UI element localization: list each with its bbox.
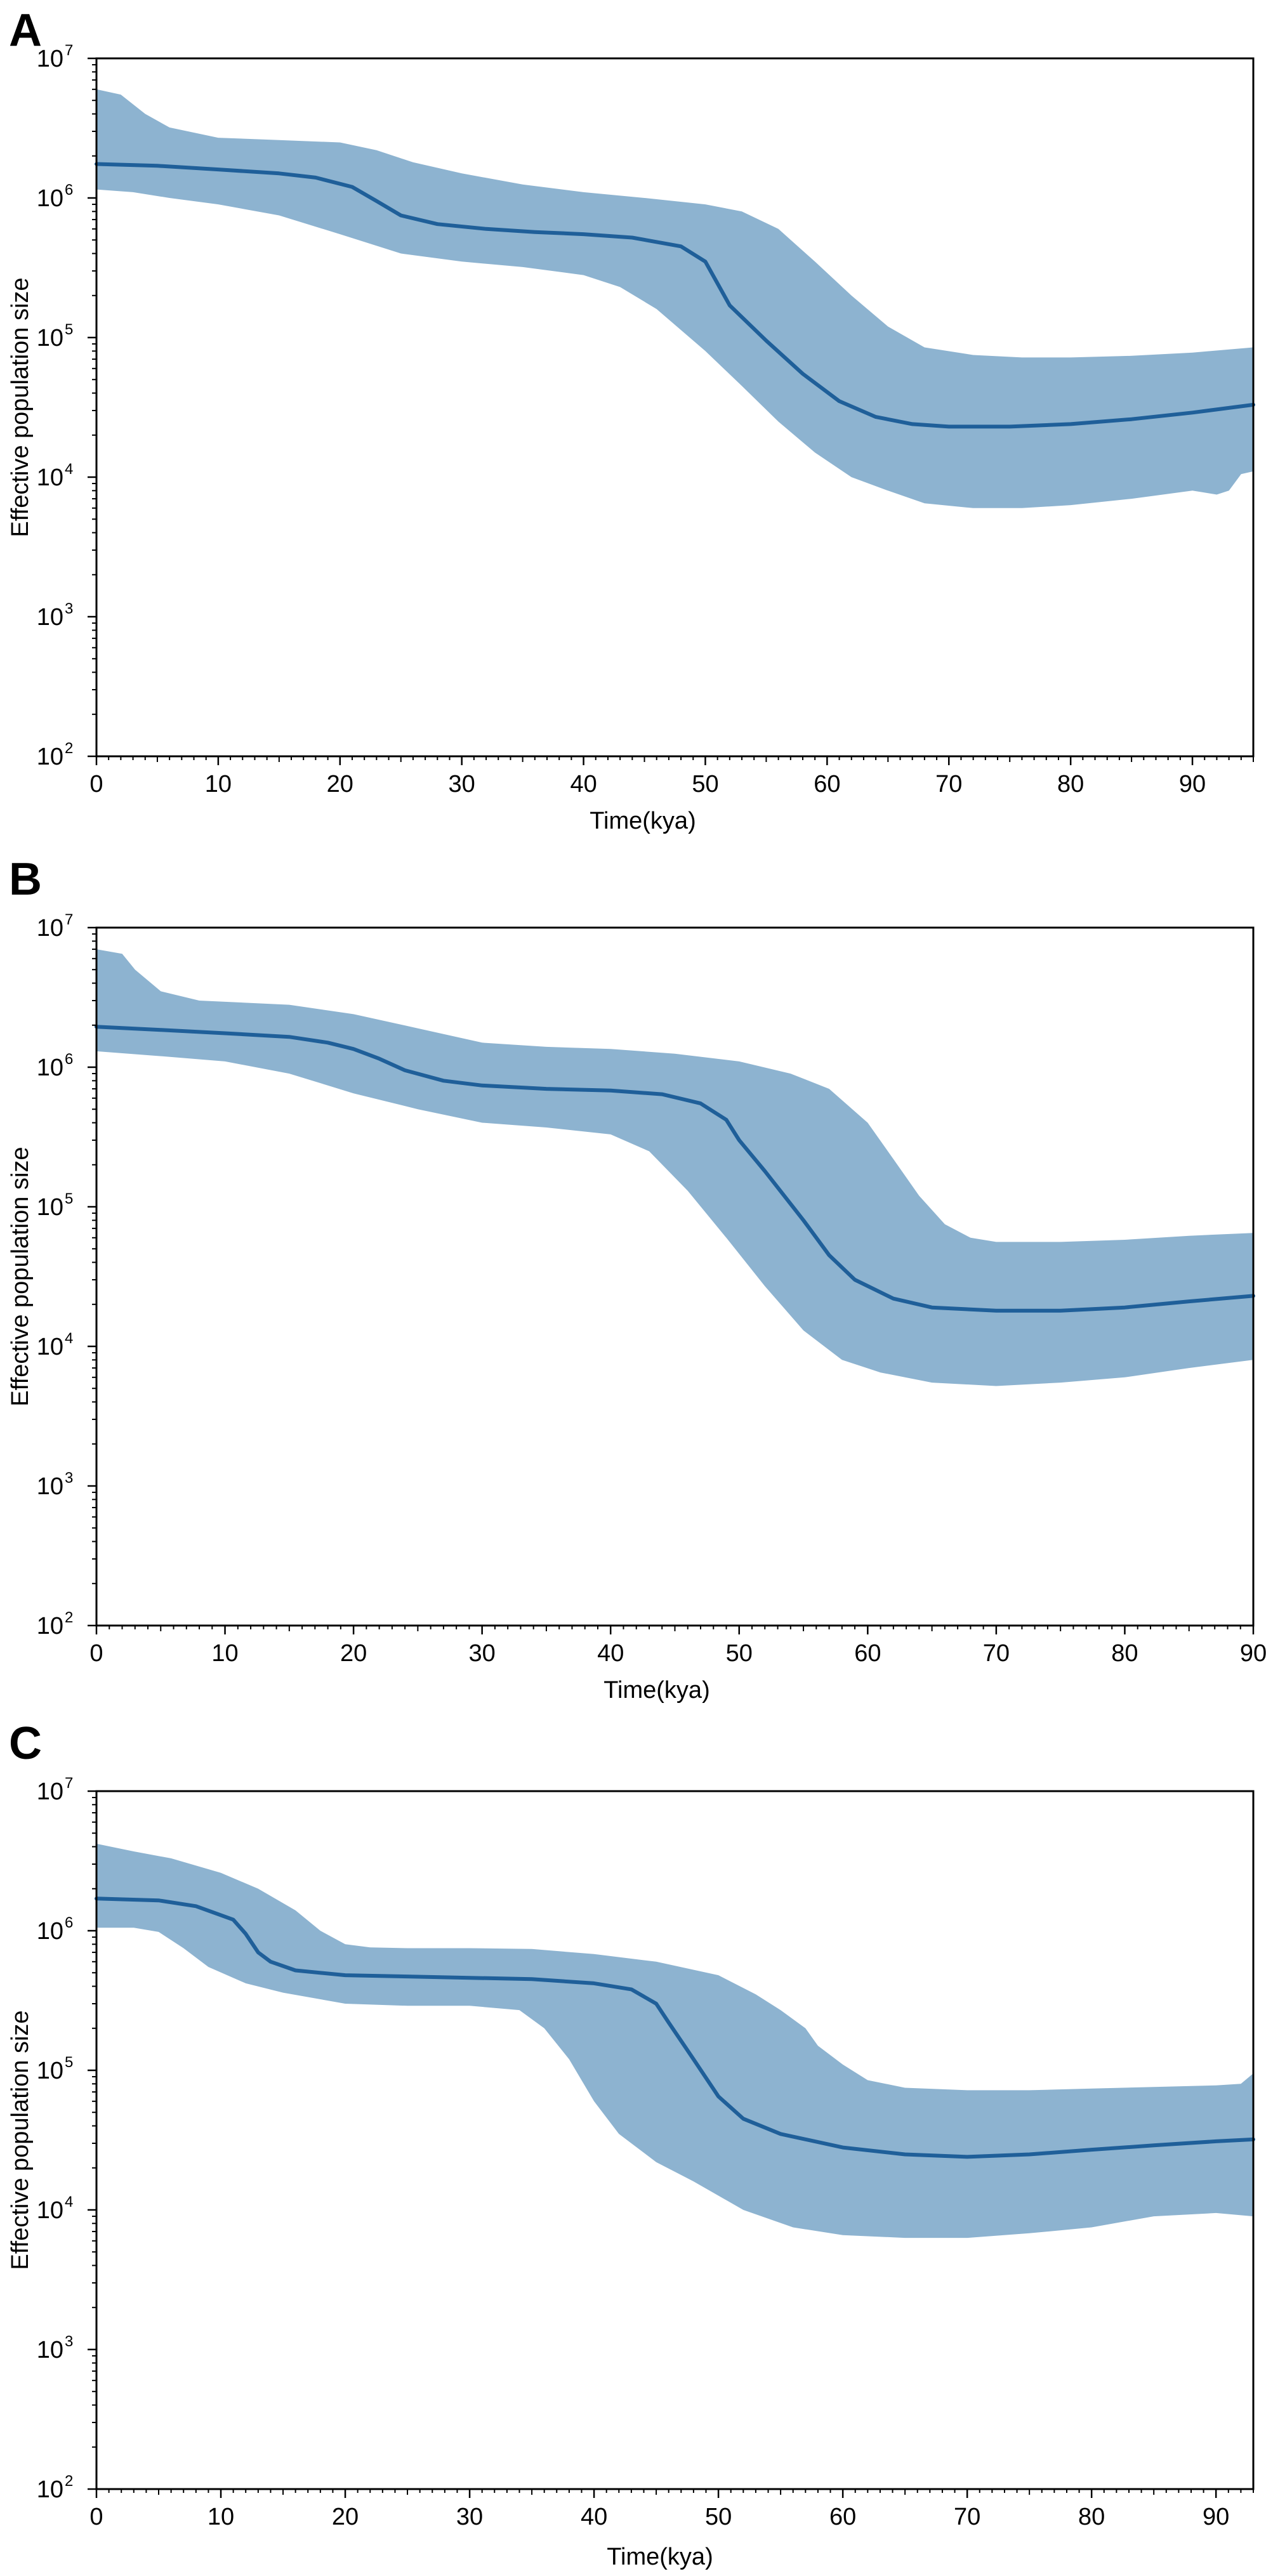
panel-b-y-tick-label: 10: [37, 915, 63, 942]
panel-b-x-tick-label: 80: [1111, 1640, 1138, 1667]
panel-a-y-tick-exponent: 2: [65, 740, 73, 757]
panel-a-y-tick-label: 10: [37, 464, 63, 491]
panel-c-x-axis-title: Time(kya): [607, 2544, 713, 2570]
panel-b-y-tick-label: 10: [37, 1473, 63, 1500]
panel-b-x-tick-label: 40: [597, 1640, 624, 1667]
panel-b-y-tick-exponent: 5: [65, 1190, 73, 1207]
panel-b-x-tick-label: 10: [211, 1640, 238, 1667]
panel-b-x-tick-label: 70: [983, 1640, 1010, 1667]
panel-a-x-tick-label: 60: [814, 771, 840, 798]
panel-c-y-tick-label: 10: [37, 2476, 63, 2503]
panel-c-y-tick-label: 10: [37, 2337, 63, 2363]
panel-c-letter: C: [9, 1718, 42, 1769]
panel-a-plot-frame: [95, 57, 1255, 758]
panel-c-x-tick-label: 10: [208, 2504, 234, 2530]
panel-a-y-tick-exponent: 5: [65, 321, 73, 338]
panel-a-y-tick-label: 10: [37, 185, 63, 212]
panel-a-x-tick-label: 90: [1179, 771, 1206, 798]
panel-b-y-tick-exponent: 3: [65, 1469, 73, 1487]
panel-c-x-tick-label: 40: [581, 2504, 607, 2530]
panel-b-x-tick-label: 50: [726, 1640, 753, 1667]
panel-c-y-tick-label: 10: [37, 1918, 63, 1945]
panel-c-x-tick-label: 80: [1078, 2504, 1105, 2530]
panel-a-median-line: [95, 162, 1255, 429]
panel-c-y-tick-exponent: 5: [65, 2054, 73, 2071]
panel-c-y-tick-exponent: 4: [65, 2193, 73, 2211]
panel-b-x-tick-label: 20: [340, 1640, 367, 1667]
panel-b-x-tick-label: 60: [854, 1640, 881, 1667]
panel-c-y-tick-label: 10: [37, 1778, 63, 1805]
panel-a-y-tick-exponent: 6: [65, 181, 73, 199]
panel-a-x-tick-label: 80: [1057, 771, 1084, 798]
panel-b-y-tick-label: 10: [37, 1055, 63, 1081]
panel-b-y-tick-label: 10: [37, 1334, 63, 1360]
panel-c-y-tick-label: 10: [37, 2197, 63, 2224]
panel-a-y-tick-exponent: 7: [65, 42, 73, 59]
panel-b-y-tick-label: 10: [37, 1613, 63, 1640]
panel-a-y-tick-exponent: 3: [65, 600, 73, 617]
panel-a-x-tick-label: 20: [327, 771, 353, 798]
panel-b-x-axis-title: Time(kya): [603, 1677, 709, 1704]
panel-c-x-tick-label: 0: [89, 2504, 103, 2530]
panel-a-x-tick-label: 50: [692, 771, 718, 798]
panel-c-median-line: [95, 1896, 1255, 2159]
panel-c-plot-frame: [95, 1790, 1255, 2490]
panel-b-x-tick-label: 0: [89, 1640, 103, 1667]
panel-b-median-line: [95, 1025, 1255, 1313]
panel-a-x-tick-label: 0: [89, 771, 103, 798]
panel-a-x-tick-label: 10: [205, 771, 232, 798]
panel-b-y-tick-exponent: 2: [65, 1609, 73, 1626]
panel-a-x-tick-label: 40: [570, 771, 597, 798]
panel-b-y-tick-label: 10: [37, 1194, 63, 1221]
panel-c-x-tick-label: 20: [332, 2504, 359, 2530]
panel-c-x-tick-label: 30: [456, 2504, 483, 2530]
panel-b-confidence-band: [96, 949, 1253, 1386]
panel-a-letter: A: [9, 5, 42, 56]
panel-a-y-tick-label: 10: [37, 744, 63, 770]
panel-c-x-tick-label: 70: [954, 2504, 980, 2530]
panel-b-y-axis-title: Effective population size: [7, 1147, 34, 1406]
panel-c-y-tick-label: 10: [37, 2058, 63, 2084]
panel-a-x-tick-label: 70: [935, 771, 962, 798]
panel-a-y-tick-label: 10: [37, 46, 63, 72]
panel-c-x-tick-label: 50: [705, 2504, 732, 2530]
panel-a-x-tick-label: 30: [449, 771, 475, 798]
panel-b-y-tick-exponent: 4: [65, 1330, 73, 1347]
panel-c-x-tick-label: 60: [829, 2504, 856, 2530]
panel-b-letter: B: [9, 854, 42, 905]
panel-a-y-tick-label: 10: [37, 604, 63, 631]
panel-c-y-tick-exponent: 6: [65, 1914, 73, 1931]
panel-a-confidence-band: [96, 89, 1253, 508]
panel-a-x-axis-title: Time(kya): [590, 808, 696, 834]
panel-b-x-tick-label: 30: [469, 1640, 496, 1667]
panel-b-x-tick-label: 90: [1240, 1640, 1266, 1667]
panel-c-y-tick-exponent: 2: [65, 2473, 73, 2490]
panel-a-y-axis-title: Effective population size: [7, 277, 34, 537]
panel-b-y-tick-exponent: 7: [65, 911, 73, 928]
panel-a-y-tick-label: 10: [37, 325, 63, 352]
panel-c-x-tick-label: 90: [1203, 2504, 1229, 2530]
panel-a-y-tick-exponent: 4: [65, 461, 73, 478]
panel-b-y-tick-exponent: 6: [65, 1051, 73, 1068]
panel-c-y-tick-exponent: 3: [65, 2333, 73, 2350]
panel-c-y-tick-exponent: 7: [65, 1775, 73, 1792]
panel-c-confidence-band: [96, 1843, 1253, 2238]
panel-c-y-axis-title: Effective population size: [7, 2010, 34, 2270]
